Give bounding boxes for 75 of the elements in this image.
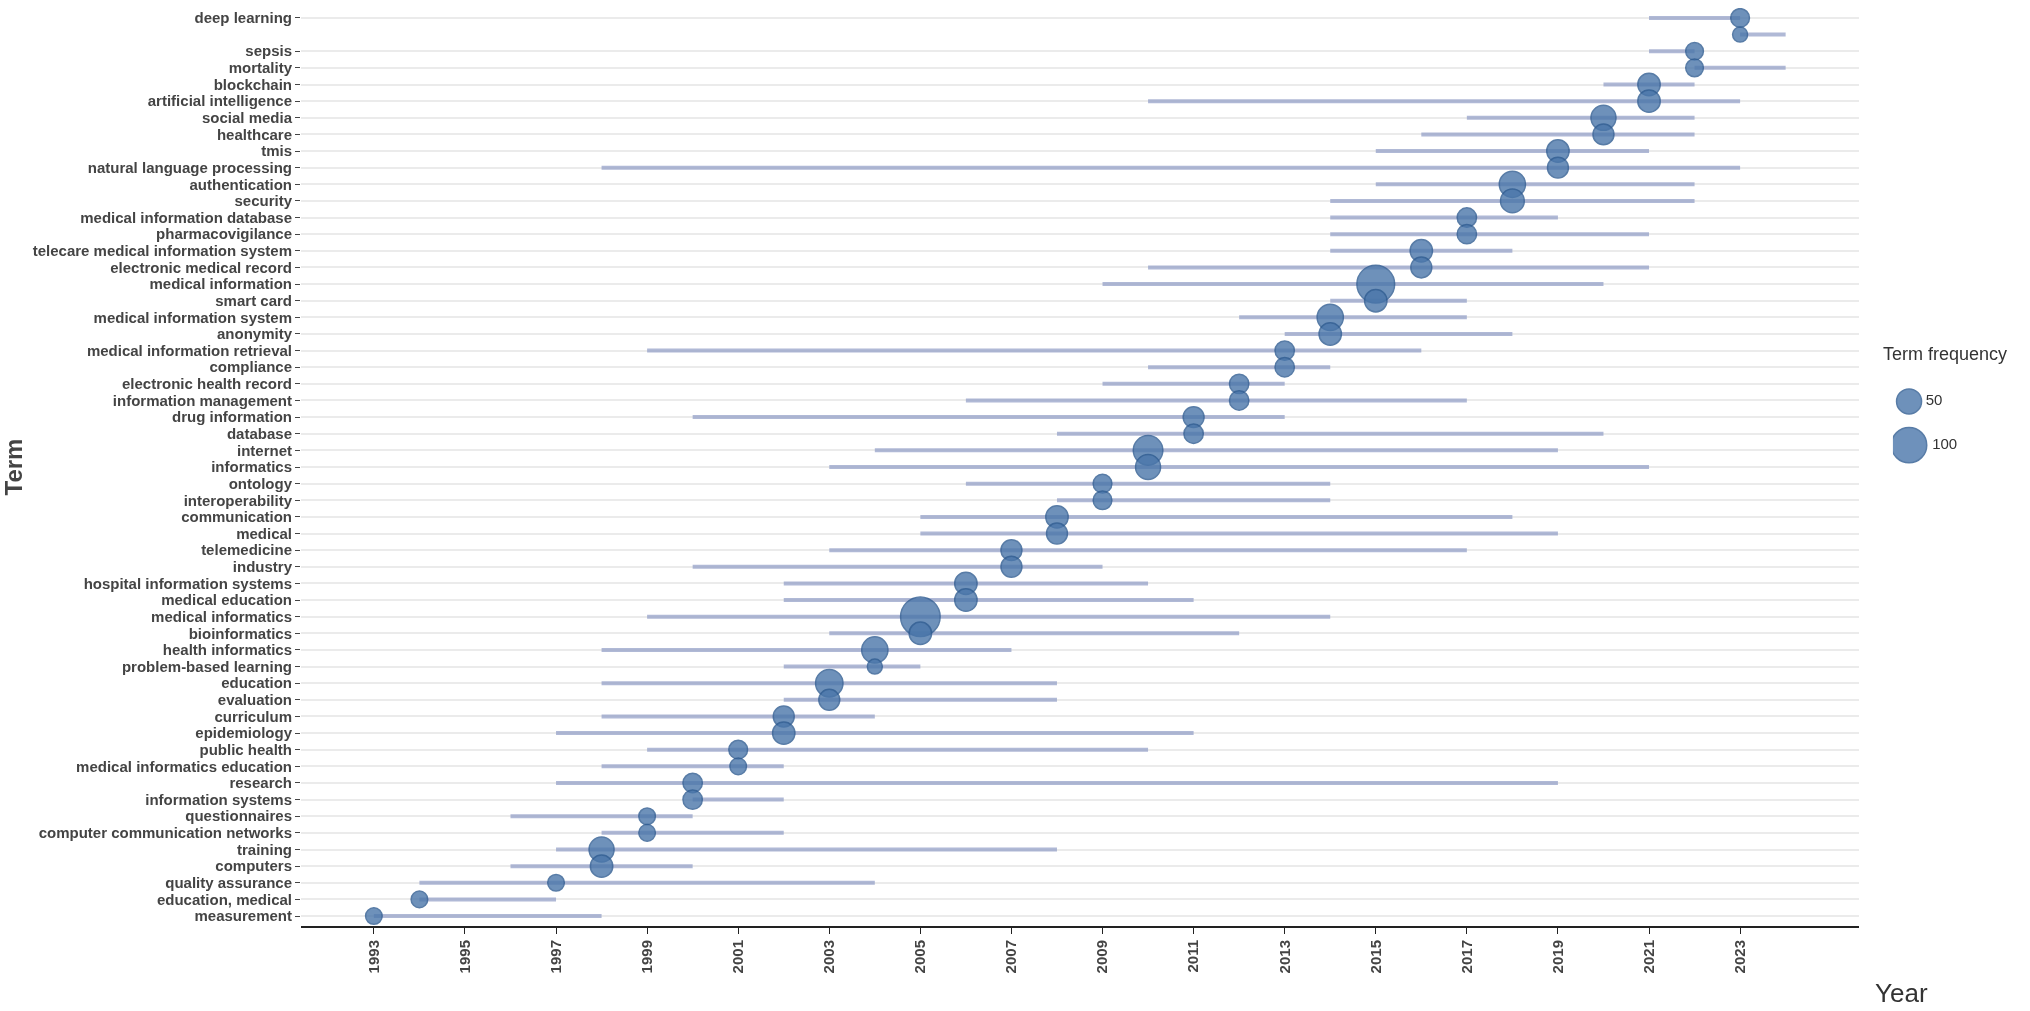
y-tick-label: telemedicine bbox=[201, 541, 292, 559]
x-tick-label: 2003 bbox=[820, 940, 838, 974]
legend-title: Term frequency bbox=[1883, 344, 2008, 364]
y-tick-label: medical informatics education bbox=[76, 757, 292, 775]
y-tick-label: blockchain bbox=[213, 75, 292, 93]
y-tick-label: communication bbox=[181, 508, 292, 526]
y-tick-label: database bbox=[226, 424, 292, 442]
x-tick-label: 2013 bbox=[1275, 940, 1293, 974]
x-axis-title: Year bbox=[1875, 978, 1928, 1008]
y-tick-label: epidemiology bbox=[195, 724, 293, 742]
y-tick-label: medical information retrieval bbox=[86, 341, 292, 359]
y-tick-label: quality assurance bbox=[165, 874, 292, 892]
y-tick-label: internet bbox=[236, 441, 292, 459]
y-tick-label: curriculum bbox=[214, 707, 292, 725]
x-tick-label: 2017 bbox=[1457, 940, 1475, 974]
y-tick-label: research bbox=[229, 774, 292, 792]
y-tick-label: evaluation bbox=[217, 691, 292, 709]
legend-label: 100 bbox=[1932, 434, 1958, 452]
y-tick-label: medical information bbox=[149, 275, 292, 293]
y-tick-label: drug information bbox=[172, 408, 292, 426]
y-tick-label: deep learning bbox=[194, 9, 292, 27]
y-tick-label: electronic health record bbox=[121, 375, 292, 393]
y-tick-label: medical education bbox=[161, 591, 292, 609]
y-tick-label: pharmacovigilance bbox=[156, 225, 292, 243]
x-tick-label: 2001 bbox=[729, 940, 747, 974]
y-tick-label: mortality bbox=[228, 59, 293, 77]
y-tick-label: anonymity bbox=[216, 325, 293, 343]
y-tick-label: medical information database bbox=[80, 208, 292, 226]
x-tick-label: 1993 bbox=[364, 940, 382, 974]
y-tick-label: questionnaires bbox=[185, 807, 292, 825]
y-tick-label: bioinformatics bbox=[188, 624, 292, 642]
y-tick-label: artificial intelligence bbox=[147, 92, 292, 110]
x-tick-label: 1997 bbox=[546, 940, 564, 974]
y-tick-label: education bbox=[221, 674, 292, 692]
y-tick-label: medical informatics bbox=[151, 607, 292, 625]
y-tick-label: telecare medical information system bbox=[32, 242, 292, 260]
y-tick-label: training bbox=[237, 840, 292, 858]
x-tick-label: 2023 bbox=[1730, 940, 1748, 974]
y-tick-label: smart card bbox=[215, 291, 292, 309]
y-tick-label: social media bbox=[201, 109, 293, 127]
y-tick-label: interoperability bbox=[183, 491, 293, 509]
y-tick-label: education, medical bbox=[156, 890, 292, 908]
x-tick-label: 1999 bbox=[637, 940, 655, 974]
legend-label: 50 bbox=[1925, 391, 1943, 409]
y-axis-title: Term bbox=[0, 438, 27, 496]
y-tick-label: medical bbox=[236, 524, 292, 542]
y-tick-label: information systems bbox=[145, 790, 292, 808]
y-tick-label: computers bbox=[215, 857, 292, 875]
x-tick-label: 2009 bbox=[1093, 940, 1111, 974]
x-tick-label: 2021 bbox=[1639, 940, 1657, 974]
x-tick-label: 1995 bbox=[455, 940, 473, 974]
y-tick-label: compliance bbox=[209, 358, 292, 376]
y-tick-label: medical information system bbox=[93, 308, 292, 326]
x-tick-label: 2011 bbox=[1184, 940, 1202, 973]
x-tick-label: 2019 bbox=[1548, 940, 1566, 974]
y-tick-label: hospital information systems bbox=[83, 574, 292, 592]
y-tick-label: information management bbox=[112, 391, 292, 409]
y-tick-label: problem-based learning bbox=[121, 657, 292, 675]
x-tick-label: 2015 bbox=[1366, 940, 1384, 974]
y-tick-label: authentication bbox=[189, 175, 292, 193]
y-tick-label: computer communication networks bbox=[38, 824, 292, 842]
x-tick-label: 2007 bbox=[1002, 940, 1020, 974]
y-tick-label: public health bbox=[199, 740, 292, 758]
y-tick-label: electronic medical record bbox=[110, 258, 292, 276]
x-tick-label: 2005 bbox=[911, 940, 929, 974]
y-tick-label: ontology bbox=[228, 474, 293, 492]
y-tick-label: natural language processing bbox=[87, 158, 292, 176]
y-tick-label: informatics bbox=[211, 458, 292, 476]
y-tick-label: measurement bbox=[194, 907, 292, 925]
y-tick-label: health informatics bbox=[162, 641, 292, 659]
y-tick-label: industry bbox=[232, 558, 293, 576]
y-tick-label: security bbox=[234, 192, 293, 210]
y-tick-label: sepsis bbox=[245, 42, 292, 60]
y-tick-label: tmis bbox=[261, 142, 292, 160]
y-tick-label: healthcare bbox=[216, 125, 292, 143]
